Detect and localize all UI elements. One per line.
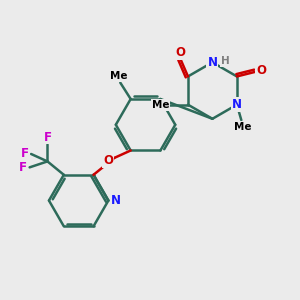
Text: F: F xyxy=(21,148,28,160)
Text: N: N xyxy=(111,194,121,207)
Text: Me: Me xyxy=(152,100,169,110)
Text: O: O xyxy=(103,154,113,167)
Text: N: N xyxy=(207,56,218,69)
Text: O: O xyxy=(256,64,266,77)
Text: Me: Me xyxy=(234,122,252,132)
Text: Me: Me xyxy=(110,71,128,81)
Text: F: F xyxy=(19,161,27,175)
Text: O: O xyxy=(176,46,185,59)
Text: H: H xyxy=(220,56,229,66)
Text: F: F xyxy=(44,130,52,143)
Text: N: N xyxy=(232,98,242,111)
